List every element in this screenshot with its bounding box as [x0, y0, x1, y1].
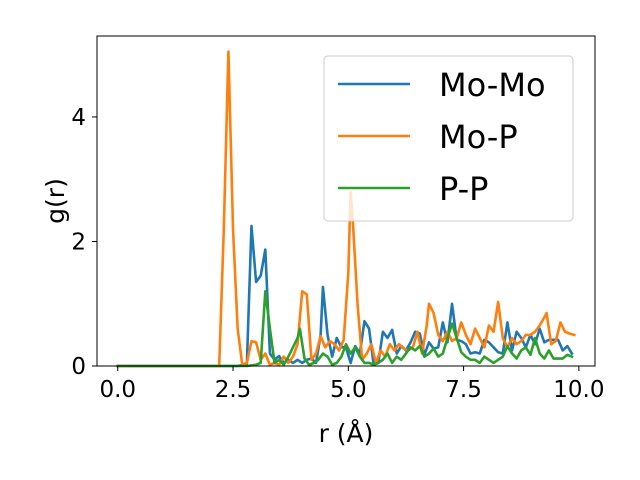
y-tick-label: 2 [71, 229, 86, 255]
y-tick-label: 4 [71, 105, 86, 131]
series-layer [116, 50, 576, 368]
x-tick-label: 10.0 [553, 377, 604, 403]
legend: Mo-Mo Mo-P P-P [323, 55, 574, 222]
ticks-layer: 0.0 2.5 5.0 7.5 10.0 0 2 4 [71, 105, 604, 403]
x-axis-label: r (Å) [319, 419, 374, 448]
legend-box [323, 55, 574, 222]
x-tick-label: 7.5 [445, 377, 482, 403]
series-line-p-p [116, 289, 574, 368]
x-tick-label: 5.0 [330, 377, 367, 403]
legend-label: Mo-P [439, 118, 518, 156]
plot-frame [96, 35, 596, 367]
y-axis-label: g(r) [41, 178, 70, 224]
y-tick-label: 0 [71, 354, 86, 380]
series-line-mo-p [116, 50, 576, 368]
x-tick-label: 0.0 [99, 377, 136, 403]
legend-label: Mo-Mo [439, 66, 546, 104]
x-tick-label: 2.5 [215, 377, 252, 403]
legend-label: P-P [439, 170, 488, 208]
